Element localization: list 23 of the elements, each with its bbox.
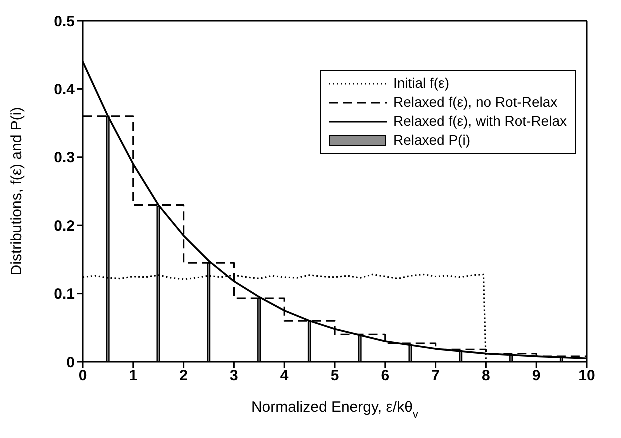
y-tick-label: 0: [66, 354, 75, 372]
x-tick-label: 8: [482, 368, 490, 385]
y-tick-label: 0.3: [54, 150, 75, 167]
legend-label: Relaxed f(ε), no Rot-Relax: [393, 93, 558, 112]
y-tick-label: 0.4: [54, 82, 76, 99]
x-tick-label: 4: [280, 368, 290, 385]
legend-label: Relaxed f(ε), with Rot-Relax: [393, 112, 567, 131]
x-tick-label: 7: [432, 368, 440, 385]
x-tick-label: 10: [578, 368, 596, 385]
y-axis-title: Distributions, f(ε) and P(i): [8, 107, 26, 276]
legend-label: Initial f(ε): [393, 74, 450, 93]
y-tick-label: 0.1: [54, 286, 75, 304]
x-tick-label: 5: [330, 368, 340, 385]
y-tick-label: 0.2: [54, 218, 75, 235]
x-tick-label: 6: [381, 368, 390, 385]
x-tick-label: 9: [532, 368, 541, 385]
x-axis-title: Normalized Energy, ε/kθ$_{v}$: [251, 399, 419, 421]
legend-label: Relaxed P(i): [393, 131, 470, 150]
x-tick-label: 1: [129, 368, 138, 385]
x-tick-label: 2: [180, 368, 188, 385]
x-tick-label: 3: [230, 368, 238, 385]
x-tick-label: 0: [78, 368, 88, 385]
y-tick-label: 0.5: [54, 13, 75, 30]
